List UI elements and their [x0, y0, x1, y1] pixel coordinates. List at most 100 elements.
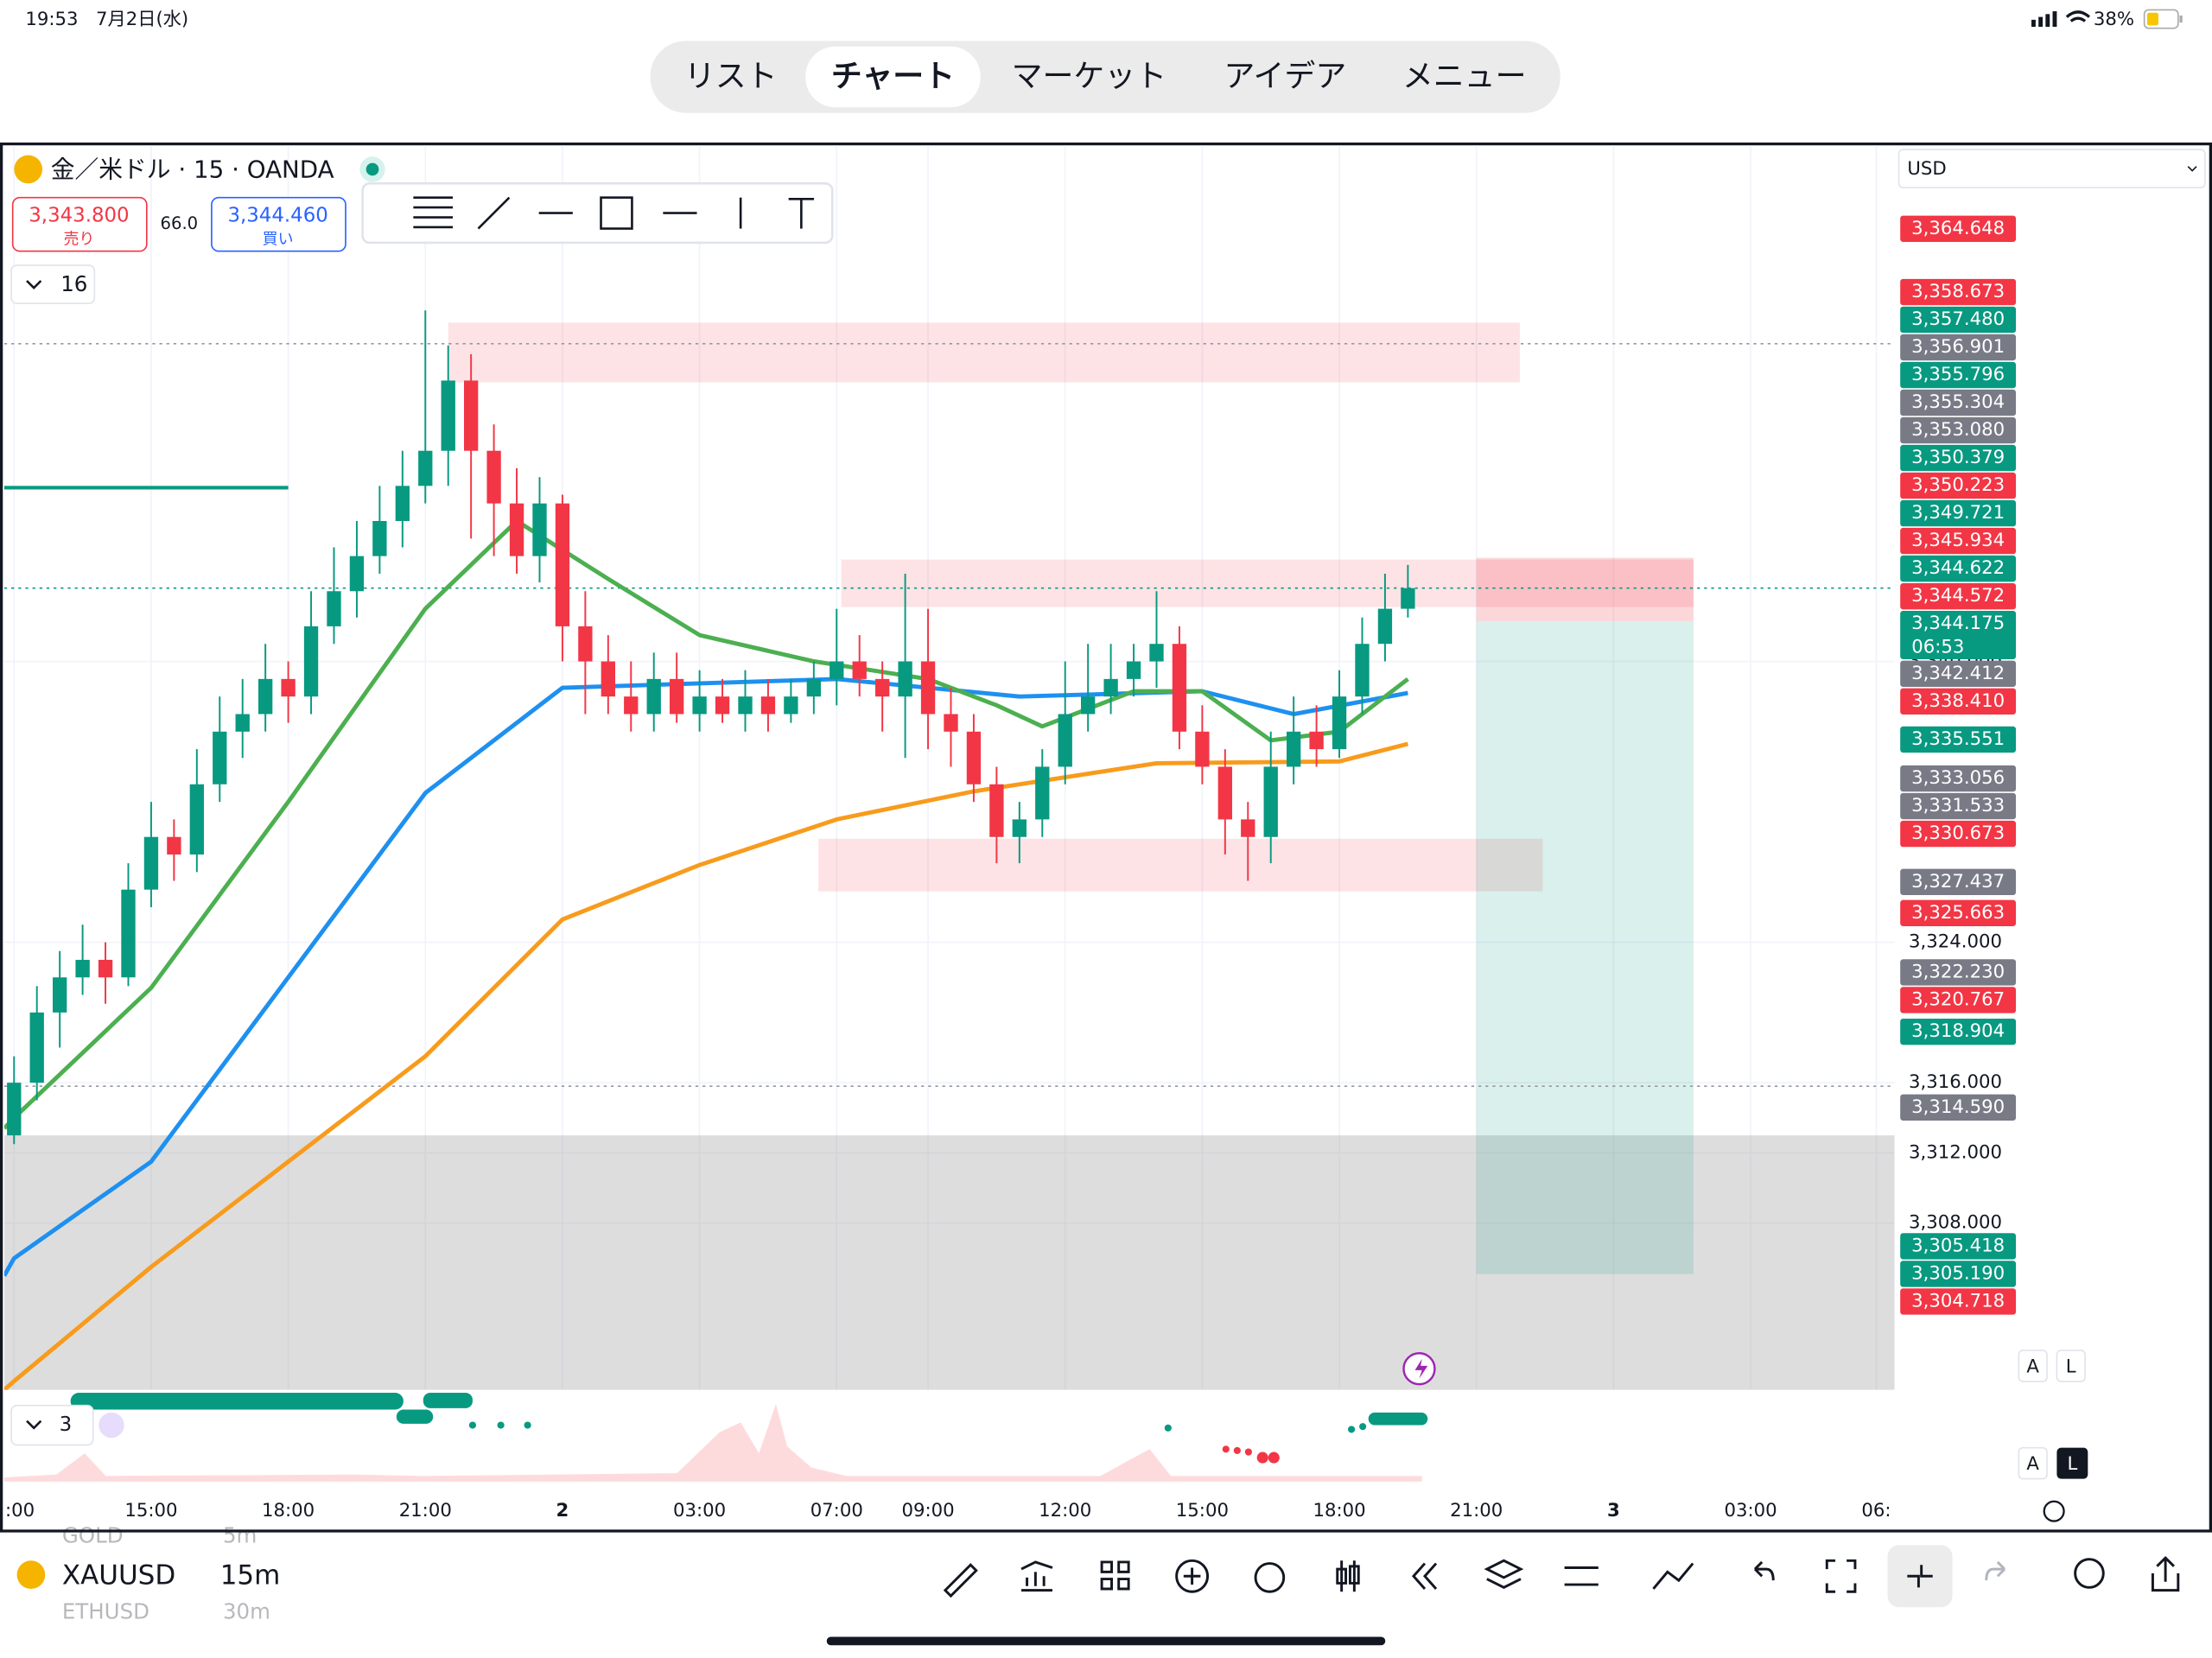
x-tick-label: 03:00: [1724, 1500, 1777, 1521]
price-tag-label: 3,344.622: [1911, 557, 2005, 579]
prev-symbol[interactable]: GOLD: [62, 1523, 124, 1548]
settings-icon[interactable]: [2043, 1500, 2065, 1522]
tool-layouts[interactable]: [1100, 1560, 1130, 1591]
candle-body: [1103, 678, 1118, 697]
symbol-icon: [16, 1560, 46, 1589]
candle-body: [1263, 766, 1278, 837]
bottom-symbol[interactable]: XAUUSD: [62, 1560, 175, 1591]
candle-body: [874, 678, 890, 697]
candle-body: [920, 661, 936, 715]
tool-ideas[interactable]: [2074, 1558, 2105, 1589]
tool-indicators[interactable]: [1020, 1560, 1053, 1592]
price-tag: [1900, 416, 2017, 444]
price-scale: 3,340.0003,324.0003,316.0003,312.0003,30…: [1900, 215, 2017, 1315]
indicator-pane: 3: [3, 1352, 1436, 1482]
symbol-title: 金／米ドル · 15 · OANDA: [51, 156, 334, 184]
candle-body: [1355, 644, 1370, 697]
tool-share[interactable]: [2151, 1555, 2180, 1592]
status-date: 7月2日(水): [96, 9, 188, 30]
candle-body: [98, 959, 113, 978]
toolbar-box: [361, 182, 834, 245]
prev-interval[interactable]: 5m: [223, 1523, 257, 1548]
alert-bolt: [1414, 1358, 1428, 1379]
scale-button[interactable]: [2056, 1350, 2086, 1382]
bottom-toolbar: [943, 1545, 2180, 1608]
price-tag: [1900, 582, 2017, 610]
wifi-icon: [2065, 10, 2091, 22]
buy-label: 買い: [263, 231, 294, 249]
x-tick-label: 09:00: [901, 1500, 954, 1521]
tool-collapse[interactable]: [1907, 1565, 1933, 1588]
price-tag: [1900, 959, 2017, 986]
price-tag-label: 3,358.673: [1911, 281, 2005, 302]
tool-alert[interactable]: [1254, 1562, 1286, 1593]
price-tag: [1900, 1261, 2017, 1287]
signal-icon: [2031, 11, 2057, 28]
next-interval[interactable]: 30m: [223, 1599, 270, 1624]
price-tag-label: 3,333.056: [1911, 767, 2005, 789]
price-tag: [1900, 868, 2017, 895]
scale-button-label: L: [2066, 1356, 2076, 1378]
price-countdown: 06:53: [1911, 636, 1964, 657]
tool-replay-bars[interactable]: [1336, 1560, 1360, 1592]
tool-compare[interactable]: [1652, 1562, 1694, 1590]
tool-add[interactable]: [1175, 1559, 1210, 1593]
currency-select[interactable]: [1897, 149, 2206, 189]
zone: [841, 559, 1694, 607]
next-symbol[interactable]: ETHUSD: [62, 1599, 149, 1624]
candle-body: [738, 696, 753, 715]
tool-undo[interactable]: [1753, 1560, 1775, 1581]
home-indicator: [826, 1636, 1386, 1646]
tool-rect[interactable]: [600, 196, 633, 230]
scale-button[interactable]: [2018, 1350, 2048, 1382]
candle-body: [1172, 644, 1187, 732]
candle-body: [1332, 696, 1347, 750]
chart-frame: [0, 142, 2212, 1533]
x-tick-label: 3: [1607, 1500, 1620, 1521]
buy-button[interactable]: [211, 196, 346, 252]
pane-button[interactable]: [2018, 1446, 2048, 1480]
sell-button[interactable]: [11, 196, 148, 252]
candle-body: [989, 784, 1004, 837]
tool-settings[interactable]: [1564, 1566, 1599, 1586]
price-tag: [1900, 361, 2017, 389]
price-tag: [1900, 987, 2017, 1013]
price-tag-label: 3,357.480: [1911, 308, 2005, 330]
price-tag: [1900, 899, 2017, 927]
tab[interactable]: チャート: [831, 59, 955, 94]
tool-text[interactable]: [788, 197, 815, 229]
price-tag-label: 3,320.767: [1911, 988, 2005, 1010]
candle-body: [830, 661, 844, 679]
market-status-dot: [365, 162, 379, 176]
tool-redo[interactable]: [1985, 1560, 2006, 1581]
price-tag: [1900, 306, 2017, 334]
candle-body: [555, 503, 570, 626]
tool-rewind[interactable]: [1411, 1562, 1438, 1590]
tool-draw[interactable]: [943, 1563, 978, 1598]
price-tag-label: 3,314.590: [1911, 1096, 2005, 1118]
candle-body: [1149, 644, 1164, 662]
tab[interactable]: メニュー: [1402, 59, 1527, 94]
collapse-count: 16: [60, 271, 87, 296]
collapse-button[interactable]: [10, 264, 96, 304]
tab[interactable]: リスト: [684, 59, 778, 94]
indicator-strip: [70, 1392, 404, 1410]
x-tick-label: 21:00: [399, 1500, 452, 1521]
tool-lines[interactable]: [413, 196, 454, 229]
indicator-collapse[interactable]: [10, 1404, 94, 1446]
tab[interactable]: マーケット: [1012, 59, 1167, 94]
moving-average: [3, 677, 1408, 1277]
tool-layers[interactable]: [1484, 1559, 1524, 1589]
x-tick-label: 03:00: [673, 1500, 726, 1521]
tool-fullscreen[interactable]: [1825, 1559, 1857, 1593]
candle-body: [784, 696, 798, 715]
candle-body: [1401, 588, 1415, 609]
bottom-interval[interactable]: 15m: [220, 1560, 281, 1591]
buy-price: 3,344.460: [227, 204, 327, 226]
candle-body: [143, 836, 159, 890]
candle-body: [395, 486, 410, 522]
tool-trend[interactable]: [477, 196, 511, 230]
pane-button[interactable]: [2056, 1447, 2088, 1479]
tab[interactable]: アイデア: [1224, 59, 1346, 94]
x-tick-label: 18:00: [1313, 1500, 1365, 1521]
